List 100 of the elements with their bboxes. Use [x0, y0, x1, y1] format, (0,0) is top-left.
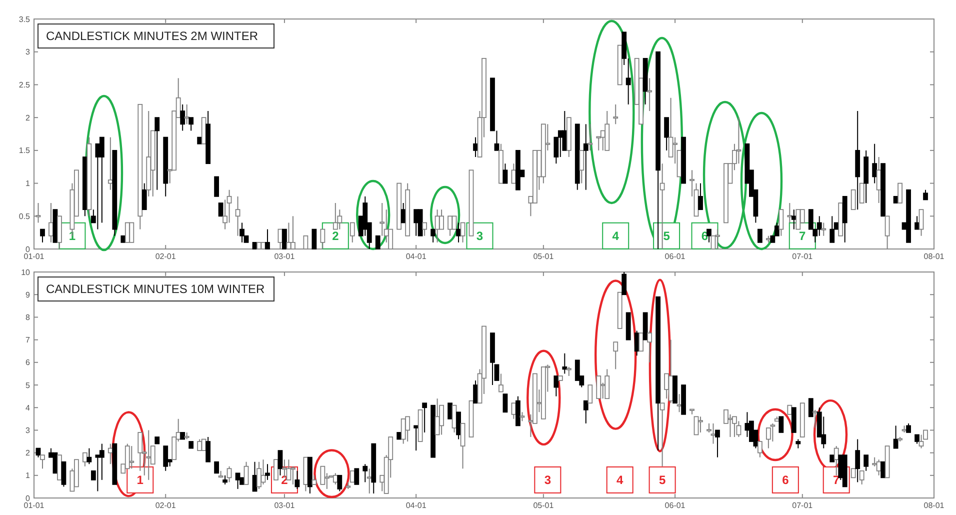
y-tick-label: 0	[26, 494, 31, 503]
candlestick	[124, 222, 130, 243]
candlestick	[235, 472, 240, 490]
candlestick	[855, 438, 860, 483]
y-tick-label: 1	[26, 179, 31, 188]
candlestick	[244, 461, 249, 485]
candlestick	[850, 189, 856, 210]
x-tick-label: 01-01	[24, 252, 45, 261]
candlestick	[613, 342, 618, 370]
x-tick-label: 03-01	[274, 252, 296, 261]
candlestick	[604, 368, 610, 400]
annotation: 3	[544, 473, 552, 488]
y-tick-label: 3.5	[18, 14, 31, 24]
candlestick	[583, 400, 588, 424]
annotation: 5	[658, 473, 666, 488]
candlestick	[214, 461, 219, 474]
candlestick	[197, 438, 202, 452]
annotation: 2	[332, 229, 340, 244]
y-tick-label: 0.5	[18, 212, 31, 221]
candlestick	[206, 436, 211, 462]
candlestick	[99, 136, 104, 224]
candlestick	[222, 474, 228, 485]
y-tick-label: 7	[26, 336, 31, 345]
candlestick	[821, 222, 826, 236]
x-tick-label: 02-01	[155, 252, 176, 261]
candlestick	[82, 452, 88, 467]
candlestick	[154, 117, 160, 190]
text: CANDLESTICK MINUTES 10M WINTER	[46, 282, 266, 296]
candlestick	[588, 124, 593, 151]
y-tick-label: 5	[26, 380, 31, 390]
y-tick-label: 0	[26, 244, 31, 254]
candlestick	[664, 117, 669, 151]
x-tick-label: 06-01	[664, 252, 686, 261]
y-tick-label: 9	[26, 290, 31, 300]
text: CANDLESTICK MINUTES 2M WINTER	[46, 29, 258, 44]
candlestick	[766, 427, 771, 449]
candlestick	[226, 466, 232, 483]
annotation: 7	[833, 473, 840, 488]
candlestick	[796, 438, 801, 449]
candlestick	[757, 228, 762, 243]
candlestick	[859, 182, 864, 204]
y-tick-label: 8	[26, 313, 31, 322]
candlestick	[214, 176, 219, 197]
candlestick	[787, 404, 792, 415]
candlestick	[579, 150, 584, 184]
annotation: 4	[612, 229, 620, 244]
y-tick-label: 6	[26, 358, 31, 368]
candlestick	[698, 416, 703, 433]
candlestick	[265, 228, 270, 250]
candlestick	[163, 446, 168, 472]
y-tick-label: 3	[26, 48, 31, 57]
candlestick	[715, 430, 720, 458]
candlestick	[622, 272, 627, 296]
annotation: 3	[476, 229, 484, 244]
candlestick	[40, 454, 45, 470]
y-tick-label: 10	[21, 268, 31, 277]
annotation: 7	[799, 229, 806, 244]
candlestick	[40, 228, 45, 243]
x-tick-label: 07-01	[792, 252, 814, 261]
candlestick	[278, 450, 283, 476]
candlestick	[864, 454, 869, 472]
x-tick-label: 03-01	[274, 501, 296, 510]
candlestick	[706, 228, 712, 243]
y-tick-label: 3	[26, 426, 31, 435]
annotation: 6	[701, 229, 708, 244]
candlestick	[86, 448, 92, 465]
candlestick	[240, 222, 244, 243]
candlestick	[99, 443, 104, 480]
candlestick	[583, 124, 588, 190]
y-tick-label: 2.5	[18, 80, 31, 90]
candlestick	[710, 422, 716, 444]
candlestick	[588, 384, 593, 404]
candlestick	[898, 182, 902, 204]
x-tick-label: 06-01	[664, 501, 686, 510]
x-tick-label: 08-01	[924, 252, 945, 261]
candlestick	[52, 452, 58, 474]
x-tick-label: 04-01	[406, 501, 427, 510]
candlestick	[732, 416, 737, 438]
candlestick	[918, 434, 924, 449]
x-tick-label: 01-01	[24, 501, 45, 510]
candlestick	[778, 416, 784, 433]
candlestick	[647, 78, 652, 112]
candlestick	[256, 461, 262, 490]
candlestick	[36, 448, 41, 458]
annotation: 5	[663, 229, 670, 244]
candlestick	[906, 422, 911, 433]
x-tick-label: 04-01	[406, 252, 427, 261]
candlestick	[235, 196, 240, 236]
candlestick	[812, 409, 818, 428]
y-tick-label: 1.5	[18, 146, 31, 156]
candlestick	[880, 461, 886, 478]
candlestick	[260, 459, 266, 485]
annotation: 1	[136, 473, 144, 488]
candlestick	[816, 216, 822, 236]
candlestick	[698, 182, 703, 210]
candlestick	[791, 209, 796, 230]
candlestick	[562, 352, 568, 374]
candlestick	[218, 202, 224, 217]
x-tick-label: 05-01	[533, 501, 554, 510]
annotation: 4	[616, 473, 624, 488]
